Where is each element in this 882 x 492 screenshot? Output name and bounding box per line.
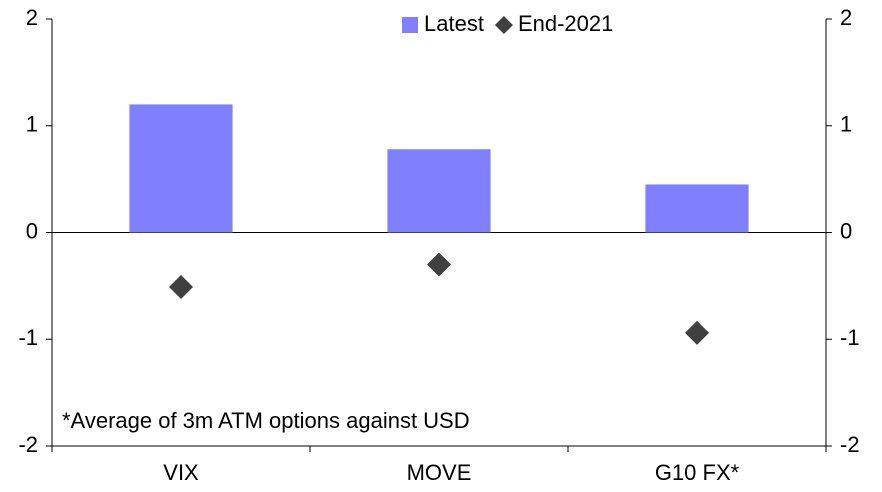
bar bbox=[129, 104, 233, 233]
bar bbox=[645, 184, 749, 233]
marker bbox=[169, 274, 193, 299]
y2-tick-label: -1 bbox=[840, 325, 860, 350]
y2-tick-label: -2 bbox=[840, 432, 860, 457]
x-tick-label: MOVE bbox=[407, 460, 472, 485]
y-tick-label: 2 bbox=[26, 5, 38, 30]
y-tick-label: -1 bbox=[18, 325, 38, 350]
legend-swatch bbox=[494, 16, 513, 34]
y-tick-label: 1 bbox=[26, 112, 38, 137]
x-tick-label: VIX bbox=[163, 460, 199, 485]
bar bbox=[387, 149, 491, 233]
y2-tick-label: 2 bbox=[840, 5, 852, 30]
marker bbox=[685, 320, 709, 345]
legend-label: End-2021 bbox=[518, 11, 613, 36]
legend-label: Latest bbox=[424, 11, 484, 36]
marker bbox=[427, 252, 451, 277]
y2-tick-label: 0 bbox=[840, 218, 852, 243]
annotation: *Average of 3m ATM options against USD bbox=[62, 408, 470, 433]
y-tick-label: -2 bbox=[18, 432, 38, 457]
y2-tick-label: 1 bbox=[840, 112, 852, 137]
legend-swatch bbox=[402, 17, 418, 33]
x-tick-label: G10 FX* bbox=[655, 460, 740, 485]
y-tick-label: 0 bbox=[26, 218, 38, 243]
